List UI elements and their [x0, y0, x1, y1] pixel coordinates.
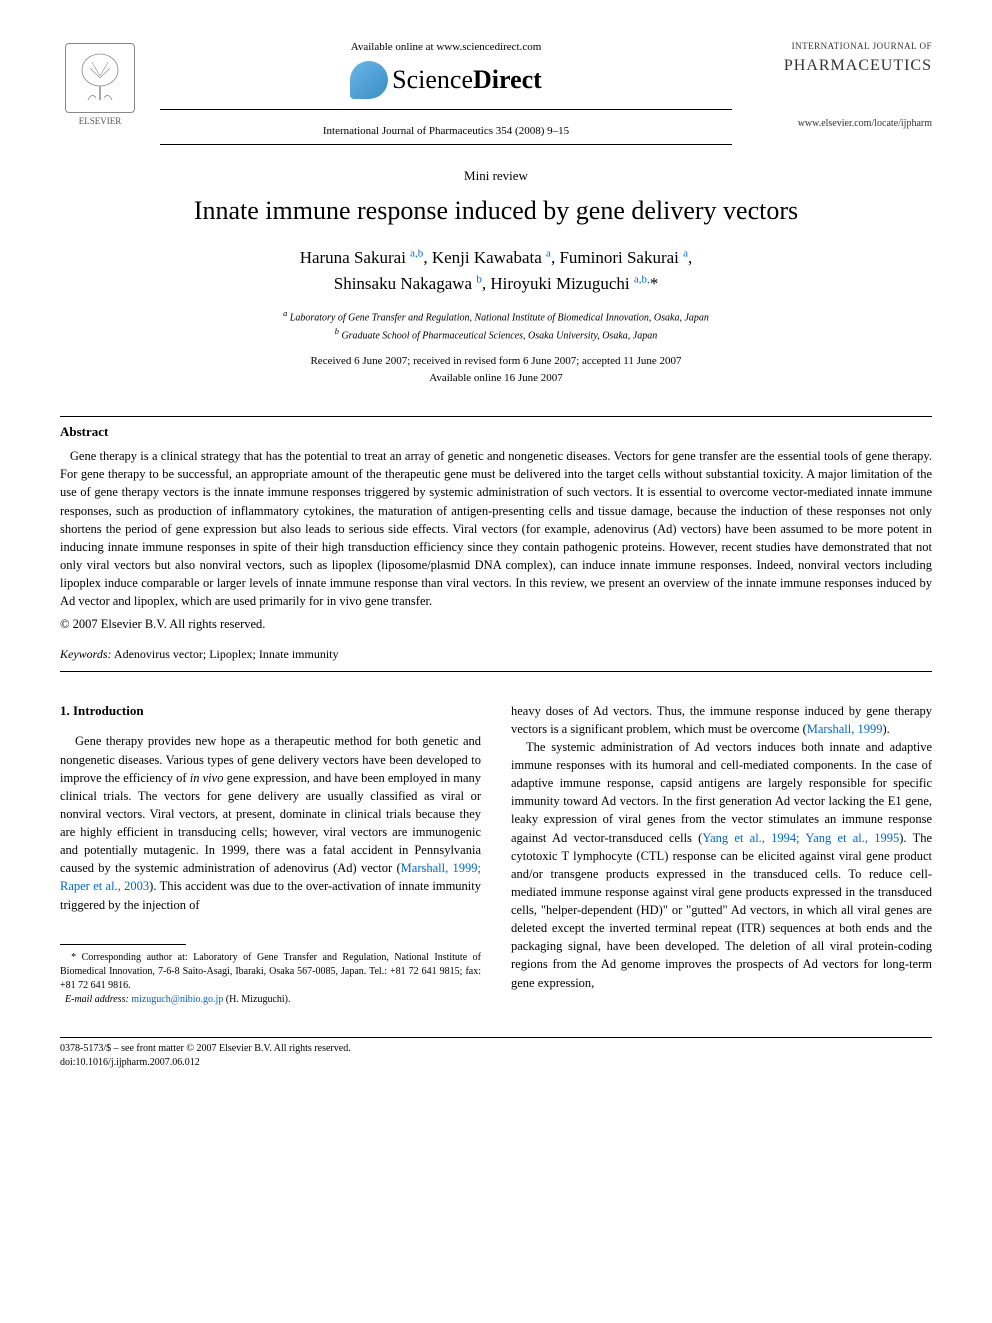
header-rule-bottom — [160, 144, 732, 145]
article-title: Innate immune response induced by gene d… — [60, 193, 932, 229]
column-right: heavy doses of Ad vectors. Thus, the imm… — [511, 702, 932, 1007]
footnote-email: E-mail address: mizuguch@nibio.go.jp (H.… — [60, 993, 481, 1007]
elsevier-label: ELSEVIER — [79, 115, 122, 128]
right-header: INTERNATIONAL JOURNAL OF PHARMACEUTICS w… — [752, 40, 932, 131]
affiliation-b-text: Graduate School of Pharmaceutical Scienc… — [341, 330, 657, 341]
abstract-heading: Abstract — [60, 423, 932, 441]
affiliations: a Laboratory of Gene Transfer and Regula… — [60, 308, 932, 343]
footnote-corresponding: * Corresponding author at: Laboratory of… — [60, 951, 481, 993]
col2-para1: heavy doses of Ad vectors. Thus, the imm… — [511, 702, 932, 738]
available-online-text: Available online at www.sciencedirect.co… — [160, 40, 732, 55]
header-row: ELSEVIER Available online at www.science… — [60, 40, 932, 159]
elsevier-logo: ELSEVIER — [60, 40, 140, 130]
section1-heading: 1. Introduction — [60, 702, 481, 721]
dates-line1: Received 6 June 2007; received in revise… — [60, 353, 932, 370]
locate-url: www.elsevier.com/locate/ijpharm — [752, 117, 932, 131]
sd-prefix: Science — [392, 65, 473, 94]
col1-para1: Gene therapy provides new hope as a ther… — [60, 732, 481, 913]
abstract-text: Gene therapy is a clinical strategy that… — [60, 447, 932, 610]
abstract-rule-bottom — [60, 671, 932, 672]
elsevier-tree-icon — [65, 43, 135, 113]
center-header: Available online at www.sciencedirect.co… — [140, 40, 752, 159]
footer-line1: 0378-5173/$ – see front matter © 2007 El… — [60, 1042, 932, 1056]
dates-line2: Available online 16 June 2007 — [60, 370, 932, 387]
article-type: Mini review — [60, 167, 932, 185]
abstract-body: Gene therapy is a clinical strategy that… — [60, 449, 932, 608]
sciencedirect-icon — [350, 61, 388, 99]
keywords-label: Keywords: — [60, 647, 112, 661]
footer-rule — [60, 1037, 932, 1038]
keywords-text: Adenovirus vector; Lipoplex; Innate immu… — [112, 647, 339, 661]
email-author: (H. Mizuguchi). — [223, 994, 290, 1005]
journal-title: PHARMACEUTICS — [752, 55, 932, 77]
column-left: 1. Introduction Gene therapy provides ne… — [60, 702, 481, 1007]
affiliation-b: b Graduate School of Pharmaceutical Scie… — [60, 326, 932, 343]
affiliation-a-text: Laboratory of Gene Transfer and Regulati… — [290, 313, 709, 324]
email-address[interactable]: mizuguch@nibio.go.jp — [129, 994, 223, 1005]
footer-line2: doi:10.1016/j.ijpharm.2007.06.012 — [60, 1056, 932, 1070]
sd-suffix: Direct — [473, 65, 542, 94]
header-rule-top — [160, 109, 732, 110]
email-label: E-mail address: — [65, 994, 129, 1005]
authors: Haruna Sakurai a,b, Kenji Kawabata a, Fu… — [60, 245, 932, 296]
authors-line2: Shinsaku Nakagawa b, Hiroyuki Mizuguchi … — [334, 274, 659, 293]
authors-line1: Haruna Sakurai a,b, Kenji Kawabata a, Fu… — [300, 248, 693, 267]
article-dates: Received 6 June 2007; received in revise… — [60, 353, 932, 386]
abstract-rule-top — [60, 416, 932, 417]
footer: 0378-5173/$ – see front matter © 2007 El… — [60, 1037, 932, 1070]
footnote-rule — [60, 944, 186, 945]
journal-label: INTERNATIONAL JOURNAL OF — [752, 40, 932, 53]
sciencedirect-text: ScienceDirect — [392, 62, 542, 98]
sciencedirect-logo: ScienceDirect — [160, 61, 732, 99]
journal-reference: International Journal of Pharmaceutics 3… — [160, 124, 732, 139]
footnote-corresponding-text: * Corresponding author at: Laboratory of… — [60, 952, 481, 991]
affiliation-a: a Laboratory of Gene Transfer and Regula… — [60, 308, 932, 325]
keywords: Keywords: Adenovirus vector; Lipoplex; I… — [60, 646, 932, 663]
abstract-copyright: © 2007 Elsevier B.V. All rights reserved… — [60, 616, 932, 634]
col2-para2: The systemic administration of Ad vector… — [511, 738, 932, 992]
body-columns: 1. Introduction Gene therapy provides ne… — [60, 702, 932, 1007]
